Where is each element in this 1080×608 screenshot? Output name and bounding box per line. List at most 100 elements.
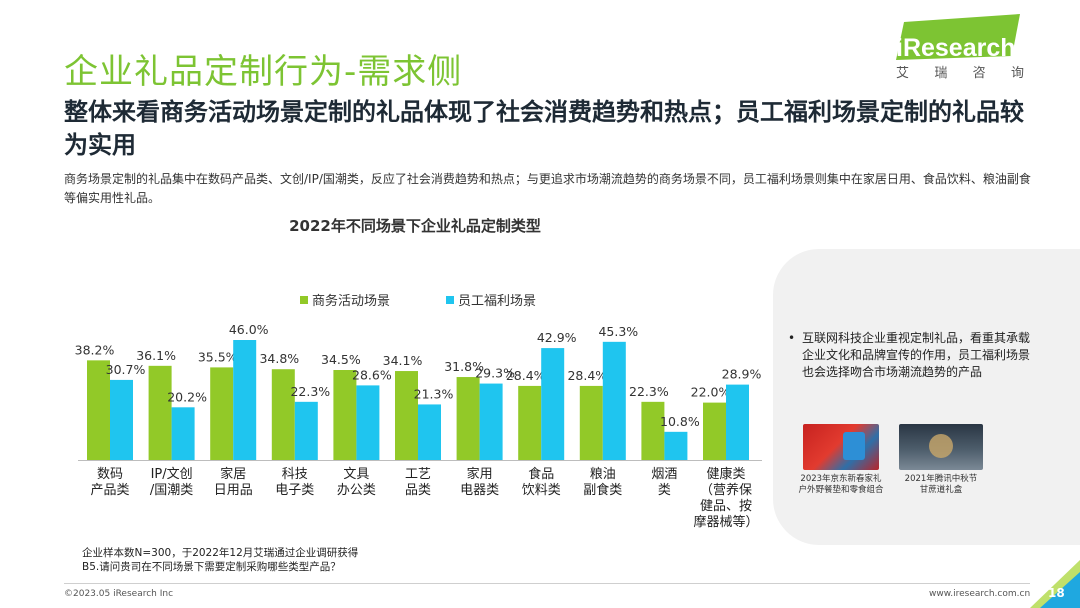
bar-business <box>456 377 480 460</box>
page-title: 企业礼品定制行为-需求侧 <box>64 52 463 92</box>
category-label: （营养保 <box>700 482 752 498</box>
insight-text: • 互联网科技企业重视定制礼品，看重其承载企业文化和品牌宣传的作用，员工福利场景… <box>786 330 1034 381</box>
data-label: 46.0% <box>229 322 269 337</box>
legend-swatch <box>300 296 308 304</box>
data-label: 28.4% <box>506 368 546 383</box>
category-label: 电子类 <box>275 483 314 498</box>
data-label: 28.9% <box>722 367 762 382</box>
caption-line: 2023年京东新春家礼 <box>800 474 882 484</box>
category-label: 健康类 <box>706 466 745 482</box>
bar-business <box>579 385 603 460</box>
bar-employee <box>356 385 380 460</box>
bar-business <box>518 385 542 460</box>
category-label: /国潮类 <box>150 483 193 498</box>
caption-line: 2021年腾讯中秋节 <box>904 474 978 484</box>
bar-employee <box>110 379 133 460</box>
bar-employee <box>171 407 195 460</box>
bar-business <box>210 367 234 460</box>
insight-panel <box>773 249 1080 545</box>
data-label: 21.3% <box>414 386 454 401</box>
caption-line: 甘蔗道礼盒 <box>919 485 963 495</box>
data-label: 35.5% <box>198 349 238 364</box>
bar-business <box>271 369 295 460</box>
data-label: 28.4% <box>567 368 607 383</box>
category-label: 家居 <box>220 466 246 482</box>
bar-business <box>395 371 418 460</box>
chart-title: 2022年不同场景下企业礼品定制类型 <box>289 217 541 235</box>
bar-employee <box>479 383 503 460</box>
copyright: ©2023.05 iResearch Inc <box>64 589 174 599</box>
category-label: 饮料类 <box>522 483 561 498</box>
data-label: 36.1% <box>136 348 176 363</box>
bullet-icon: • <box>788 331 796 345</box>
category-label: 产品类 <box>90 483 129 498</box>
logo-sub-char: 瑞 <box>934 66 948 81</box>
bar-employee <box>418 404 441 460</box>
logo-sub-char: 询 <box>1010 66 1024 81</box>
data-label: 29.3% <box>475 366 515 381</box>
category-label: IP/文创 <box>151 467 193 482</box>
data-label: 28.6% <box>352 367 392 382</box>
category-label: 数码 <box>97 467 123 482</box>
category-label: 文具 <box>343 467 369 482</box>
data-label: 34.8% <box>259 351 299 366</box>
data-label: 34.5% <box>321 352 361 367</box>
category-label: 工艺 <box>405 467 431 482</box>
note-line-2: B5.请问贵司在不同场景下需要定制采购哪些类型产品？ <box>82 561 341 573</box>
headline: 整体来看商务活动场景定制的礼品体现了社会消费趋势和热点；员工福利场景定制的礼品较… <box>64 98 1024 159</box>
website-link[interactable]: www.iresearch.com.cn <box>929 589 1031 599</box>
category-label: 类 <box>658 483 671 498</box>
data-label: 20.2% <box>167 389 207 404</box>
bar-employee <box>294 401 318 460</box>
category-label: 办公类 <box>337 483 376 498</box>
tencent-gift-photo <box>899 424 983 470</box>
data-label: 22.3% <box>629 384 669 399</box>
footer-divider <box>64 583 1030 584</box>
category-label: 科技 <box>282 467 308 482</box>
bar-business <box>148 365 172 460</box>
bar-employee <box>602 341 626 460</box>
page-number: 18 <box>1048 586 1065 600</box>
iresearch-logo: iResearch 艾 瑞 咨 询 <box>890 14 1060 82</box>
summary-text: 商务场景定制的礼品集中在数码产品类、文创/IP/国潮类，反应了社会消费趋势和热点… <box>64 172 1031 205</box>
bar-business <box>333 370 357 460</box>
bar-business <box>87 360 110 460</box>
category-label: 食品 <box>528 466 554 482</box>
legend-label: 商务活动场景 <box>312 293 390 309</box>
data-label: 22.0% <box>691 385 731 400</box>
category-label: 日用品 <box>214 483 253 498</box>
category-label: 副食类 <box>583 482 622 498</box>
insight-bullet-text: 互联网科技企业重视定制礼品，看重其承载企业文化和品牌宣传的作用，员工福利场景也会… <box>802 331 1031 379</box>
bar-business <box>641 401 665 460</box>
data-label: 22.3% <box>290 384 330 399</box>
data-label: 30.7% <box>106 362 146 377</box>
legend-swatch <box>446 296 454 304</box>
logo-brand-text: iResearch <box>896 34 1016 62</box>
legend-label: 员工福利场景 <box>458 294 536 309</box>
data-label: 34.1% <box>383 353 423 368</box>
category-label: 家用 <box>467 466 493 482</box>
note-line-1: 企业样本数N=300，于2022年12月艾瑞通过企业调研获得 <box>82 547 359 559</box>
photo-caption-jd: 2023年京东新春家礼 户外野餐垫和零食组合 <box>787 474 895 496</box>
category-label: 健品、按 <box>700 499 752 514</box>
bar-business <box>703 402 726 460</box>
logo-subtitle: 艾 瑞 咨 询 <box>896 62 1024 81</box>
logo-sub-char: 艾 <box>896 66 910 81</box>
category-label: 粮油 <box>590 467 616 482</box>
sample-note: 企业样本数N=300，于2022年12月艾瑞通过企业调研获得 B5.请问贵司在不… <box>82 546 358 574</box>
data-label: 10.8% <box>660 414 700 429</box>
category-label: 品类 <box>405 483 431 498</box>
photo-caption-tencent: 2021年腾讯中秋节 甘蔗道礼盒 <box>889 474 993 496</box>
bar-employee <box>664 431 688 460</box>
bar-employee <box>233 340 257 460</box>
bar-employee <box>726 384 749 460</box>
jd-gift-photo <box>803 424 879 470</box>
caption-line: 户外野餐垫和零食组合 <box>798 485 884 495</box>
data-label: 38.2% <box>75 342 115 357</box>
category-label: 烟酒 <box>651 467 677 482</box>
data-label: 45.3% <box>598 324 638 339</box>
data-label: 42.9% <box>537 330 577 345</box>
bar-employee <box>541 348 565 460</box>
category-label: 摩器械等） <box>693 514 758 530</box>
